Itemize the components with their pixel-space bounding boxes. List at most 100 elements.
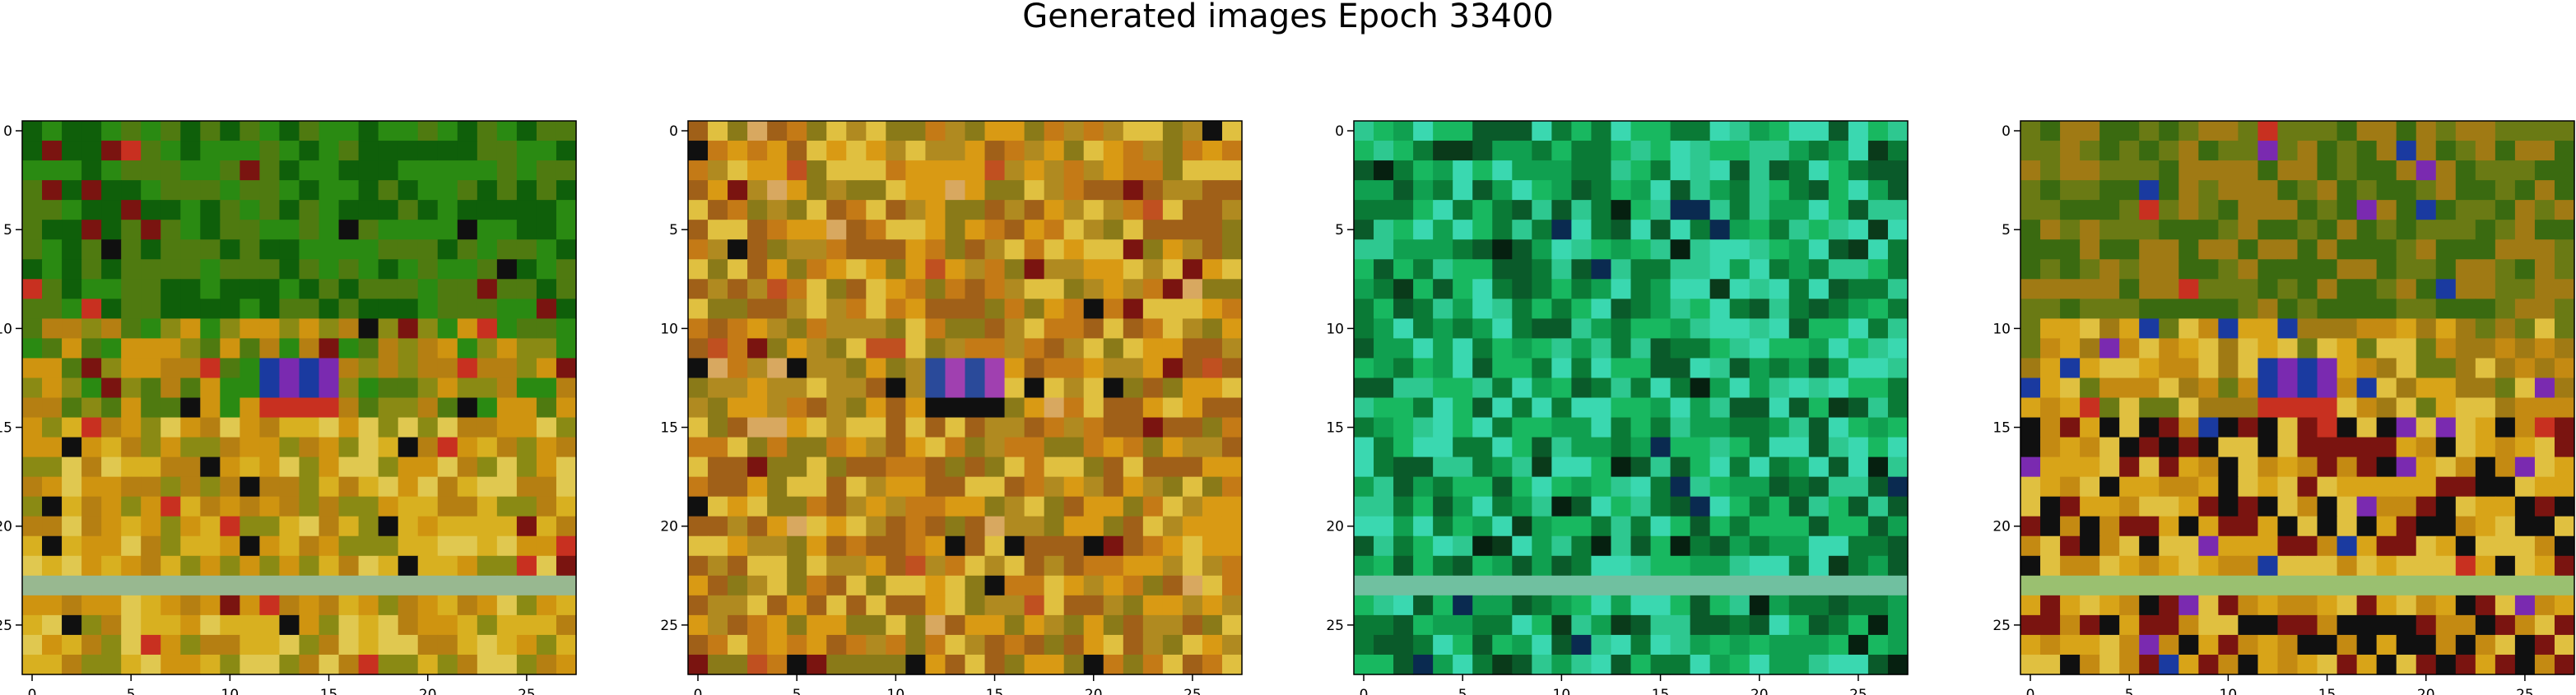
pixel-cell (1162, 397, 1183, 419)
pixel-cell (1887, 160, 1909, 181)
pixel-cell (1374, 239, 1394, 260)
pixel-cell (22, 160, 43, 181)
pixel-cell (2356, 358, 2378, 379)
pixel-cell (2534, 378, 2555, 399)
pixel-cell (121, 358, 142, 379)
pixel-cell (2317, 437, 2338, 458)
pixel-cell (1433, 180, 1453, 201)
pixel-cell (2376, 141, 2397, 161)
pixel-cell (477, 575, 498, 596)
pixel-cell (1492, 338, 1513, 359)
pixel-cell (688, 634, 709, 656)
pixel-cell (2080, 476, 2100, 498)
pixel-cell (807, 160, 827, 181)
pixel-cell (945, 358, 966, 379)
pixel-cell (1063, 378, 1085, 399)
pixel-cell (1221, 595, 1243, 616)
pixel-cell (1374, 378, 1394, 399)
pixel-cell (1887, 121, 1909, 141)
pixel-cell (846, 456, 867, 478)
pixel-cell (1591, 496, 1612, 517)
pixel-cell (1202, 338, 1223, 359)
pixel-cell (1808, 279, 1830, 299)
pixel-cell (141, 516, 161, 537)
pixel-cell (984, 555, 1006, 577)
pixel-cell (457, 259, 478, 280)
pixel-cell (1571, 614, 1593, 636)
pixel-cell (2020, 614, 2041, 636)
pixel-cell (1413, 338, 1434, 359)
pixel-cell (2060, 476, 2081, 498)
pixel-cell (2534, 654, 2555, 675)
pixel-cell (2376, 456, 2397, 478)
pixel-cell (239, 239, 261, 260)
pixel-cell (1453, 614, 1473, 636)
pixel-cell (2554, 200, 2575, 220)
pixel-cell (787, 654, 807, 675)
pixel-cell (536, 239, 557, 260)
pixel-cell (1413, 614, 1434, 636)
pixel-cell (1182, 180, 1203, 201)
pixel-cell (358, 121, 379, 141)
pixel-cell (866, 200, 886, 220)
pixel-cell (536, 535, 557, 557)
pixel-cell (787, 516, 807, 537)
pixel-cell (556, 200, 577, 220)
pixel-cell (2238, 358, 2259, 379)
pixel-cell (1004, 378, 1025, 399)
pixel-cell (2455, 535, 2476, 557)
pixel-cell (846, 338, 867, 359)
y-tick-label: 20 (1326, 519, 1344, 535)
pixel-cell (2159, 299, 2179, 319)
pixel-cell (319, 141, 340, 161)
pixel-cell (1867, 535, 1889, 557)
pixel-cell (220, 259, 240, 280)
pixel-cell (2396, 259, 2417, 280)
pixel-cell (2159, 397, 2179, 419)
pixel-cell (398, 397, 419, 419)
pixel-cell (556, 496, 577, 517)
pixel-cell (121, 180, 142, 201)
pixel-cell (1083, 358, 1104, 379)
pixel-cell (81, 575, 102, 596)
pixel-cell (259, 259, 281, 280)
pixel-cell (1867, 338, 1889, 359)
pixel-cell (1221, 338, 1243, 359)
pixel-cell (1123, 318, 1144, 339)
pixel-cell (1887, 141, 1909, 161)
pixel-cell (2337, 200, 2358, 220)
pixel-cell (62, 378, 82, 399)
pixel-cell (1162, 299, 1183, 319)
pixel-cell (826, 634, 847, 656)
pixel-cell (965, 456, 986, 478)
pixel-cell (121, 220, 142, 240)
pixel-cell (2159, 614, 2179, 636)
pixel-cell (2475, 200, 2496, 220)
pixel-cell (2277, 160, 2299, 181)
pixel-cell (1413, 358, 1434, 379)
pixel-cell (2396, 318, 2417, 339)
pixel-cell (2218, 535, 2239, 557)
pixel-cell (417, 634, 439, 656)
pixel-cell (477, 654, 498, 675)
pixel-cell (2475, 318, 2496, 339)
pixel-cell (1532, 496, 1552, 517)
pixel-cell (886, 654, 906, 675)
pixel-cell (1867, 456, 1889, 478)
pixel-cell (1887, 378, 1909, 399)
pixel-cell (2356, 476, 2378, 498)
pixel-cell (1630, 299, 1652, 319)
pixel-cell (81, 378, 102, 399)
pixel-cell (2297, 595, 2318, 616)
pixel-cell (2435, 437, 2457, 458)
pixel-cell (1848, 338, 1869, 359)
pixel-cell (2040, 496, 2061, 517)
pixel-cell (239, 595, 261, 616)
pixel-cell (728, 338, 748, 359)
pixel-cell (2218, 220, 2239, 240)
pixel-cell (81, 417, 102, 438)
pixel-cell (477, 121, 498, 141)
pixel-cell (2337, 417, 2358, 438)
pixel-cell (398, 259, 419, 280)
pixel-cell (1670, 516, 1691, 537)
